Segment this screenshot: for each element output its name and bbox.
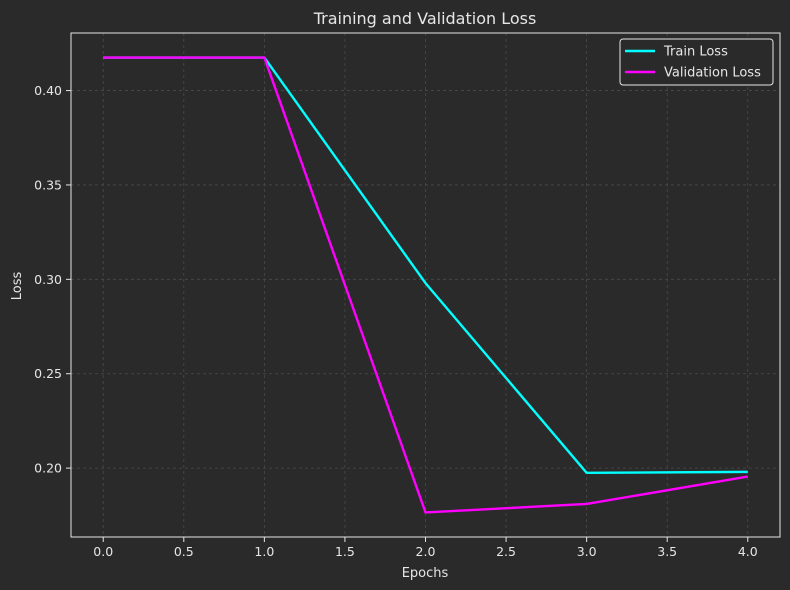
- y-tick-label: 0.35: [34, 177, 62, 192]
- y-axis-label: Loss: [10, 272, 25, 301]
- legend-label: Validation Loss: [664, 66, 761, 81]
- series-lines: [103, 56, 748, 514]
- grid: [71, 33, 780, 537]
- chart-title: Training and Validation Loss: [313, 9, 537, 28]
- y-tick-label: 0.40: [34, 83, 62, 98]
- series-line-validation-loss: [103, 56, 748, 514]
- x-tick-label: 3.5: [657, 544, 677, 559]
- y-axis: 0.20 0.25 0.30 0.35 0.40: [34, 83, 71, 476]
- x-tick-label: 0.5: [174, 544, 194, 559]
- x-axis: 0.0 0.5 1.0 1.5 2.0 2.5 3.0 3.5 4.0: [93, 537, 758, 559]
- y-tick-label: 0.25: [34, 366, 62, 381]
- x-tick-label: 0.0: [93, 544, 113, 559]
- x-tick-label: 2.0: [416, 544, 436, 559]
- y-tick-label: 0.20: [34, 461, 62, 476]
- y-tick-label: 0.30: [34, 272, 62, 287]
- legend: Train Loss Validation Loss: [619, 38, 774, 86]
- x-tick-label: 1.5: [335, 544, 355, 559]
- x-tick-label: 3.0: [577, 544, 597, 559]
- legend-label: Train Loss: [663, 45, 728, 60]
- x-axis-label: Epochs: [402, 566, 449, 581]
- legend-box: [619, 38, 774, 86]
- x-tick-label: 4.0: [738, 544, 758, 559]
- x-tick-label: 2.5: [496, 544, 516, 559]
- x-tick-label: 1.0: [254, 544, 274, 559]
